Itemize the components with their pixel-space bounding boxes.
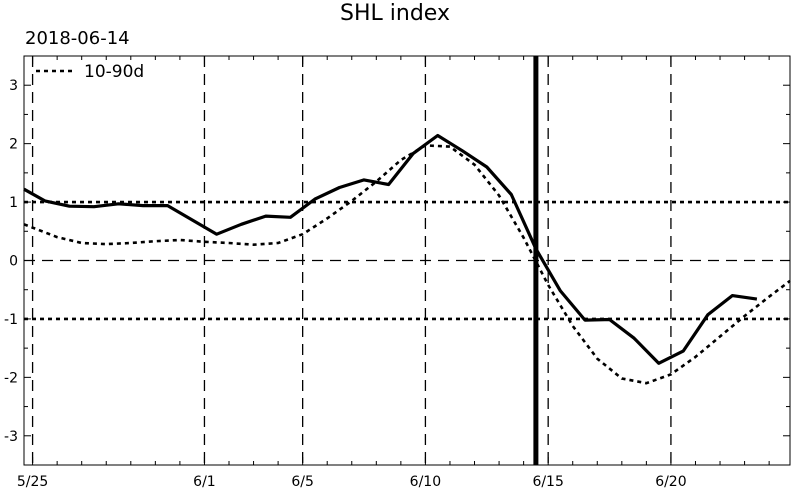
y-tick-label: 3: [9, 78, 18, 94]
legend: 10-90d: [36, 62, 144, 82]
axes: 3 2 1 0 -1 -2 -3 5/25 6/1 6/5 6/10 6/15 6/20: [4, 55, 790, 490]
x-tick-label: 5/25: [17, 474, 48, 490]
series-line-10-90d: [23, 144, 791, 385]
series-lines: [23, 133, 791, 385]
date-label: 2018-06-14: [25, 28, 130, 49]
series-line-shl-index: [23, 133, 758, 365]
y-tick-label: 0: [9, 254, 18, 270]
x-tick-label: 6/1: [193, 474, 216, 490]
y-tick-label: -2: [4, 370, 18, 386]
legend-label: 10-90d: [84, 62, 144, 82]
grid-lines: [24, 56, 790, 465]
y-tick-label: 1: [9, 195, 18, 211]
y-tick-label: 2: [9, 137, 18, 153]
plot-frame: [23, 55, 791, 466]
x-tick-label: 6/10: [410, 474, 441, 490]
x-tick-label: 6/20: [655, 474, 686, 490]
x-tick-label: 6/5: [291, 474, 314, 490]
y-tick-label: -1: [4, 312, 18, 328]
chart-title: SHL index: [340, 1, 450, 26]
x-tick-label: 6/15: [532, 474, 563, 490]
y-tick-label: -3: [4, 429, 18, 445]
